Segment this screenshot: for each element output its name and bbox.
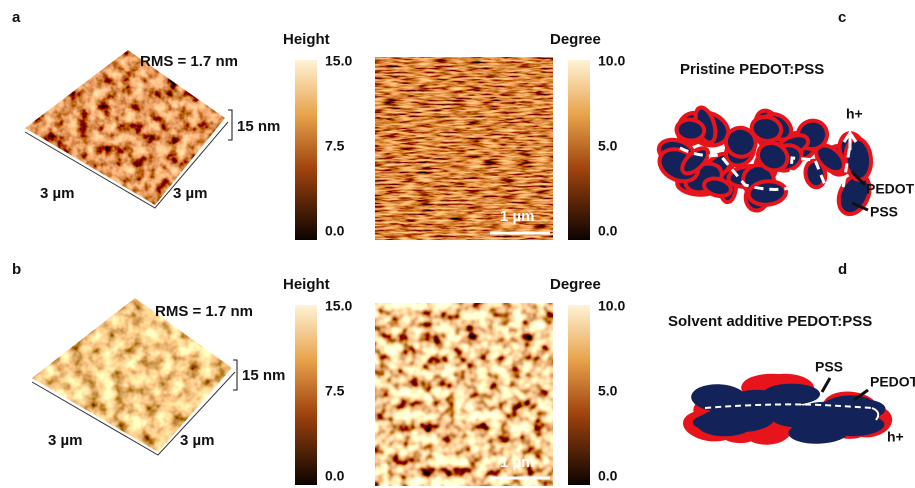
colorbar: [568, 305, 590, 485]
pss-label: PSS: [870, 204, 898, 220]
hole-label: h+: [887, 429, 904, 445]
colorbar: [568, 60, 590, 240]
colorbar-tick: 10.0: [598, 298, 625, 314]
colorbar-title: Degree: [550, 31, 601, 48]
colorbar-tick: 15.0: [325, 53, 352, 69]
schematic-title: Pristine PEDOT:PSS: [680, 61, 824, 78]
colorbar-tick: 0.0: [325, 223, 345, 239]
scale-bar-label: 1 µm: [500, 454, 535, 471]
pedot-label: PEDOT: [866, 181, 915, 197]
colorbar-tick: 15.0: [325, 298, 352, 314]
scale-bar-label: 1 µm: [500, 208, 535, 225]
arrow: [822, 378, 830, 392]
grains: [654, 105, 875, 219]
x-size: 3 µm: [48, 432, 83, 449]
z-size: 15 nm: [237, 118, 280, 135]
grains: [681, 372, 894, 445]
colorbar-title: Height: [283, 276, 330, 293]
schematic-title: Solvent additive PEDOT:PSS: [668, 313, 872, 330]
pedot-label: PEDOT: [870, 374, 915, 390]
grain: [676, 118, 706, 141]
rms: RMS = 1.7 nm: [155, 303, 253, 320]
x-size: 3 µm: [40, 185, 75, 202]
colorbar: [295, 305, 317, 485]
colorbar-title: Degree: [550, 276, 601, 293]
panel-label: d: [838, 261, 847, 278]
hole-label: h+: [846, 106, 863, 122]
y-size: 3 µm: [180, 432, 215, 449]
grain: [844, 137, 873, 181]
figure: a RMS = 1.7 nm 15 nm 3 µm 3 µm Height 15…: [0, 0, 915, 488]
colorbar-tick: 0.0: [598, 223, 618, 239]
colorbar-tick: 7.5: [325, 383, 345, 399]
colorbar-tick: 5.0: [598, 383, 618, 399]
colorbar-tick: 5.0: [598, 138, 618, 154]
colorbar-title: Height: [283, 31, 330, 48]
y-size: 3 µm: [173, 185, 208, 202]
colorbar-tick: 7.5: [325, 138, 345, 154]
pss-label: PSS: [815, 359, 843, 375]
colorbar-tick: 10.0: [598, 53, 625, 69]
panel-label: a: [12, 9, 21, 26]
colorbar-tick: 0.0: [598, 468, 618, 484]
z-bracket: [233, 360, 237, 390]
panel-label: b: [12, 261, 21, 278]
z-size: 15 nm: [242, 367, 285, 384]
colorbar: [295, 60, 317, 240]
panel-label: c: [838, 9, 846, 26]
rms: RMS = 1.7 nm: [140, 53, 238, 70]
colorbar-tick: 0.0: [325, 468, 345, 484]
z-bracket: [228, 110, 232, 140]
